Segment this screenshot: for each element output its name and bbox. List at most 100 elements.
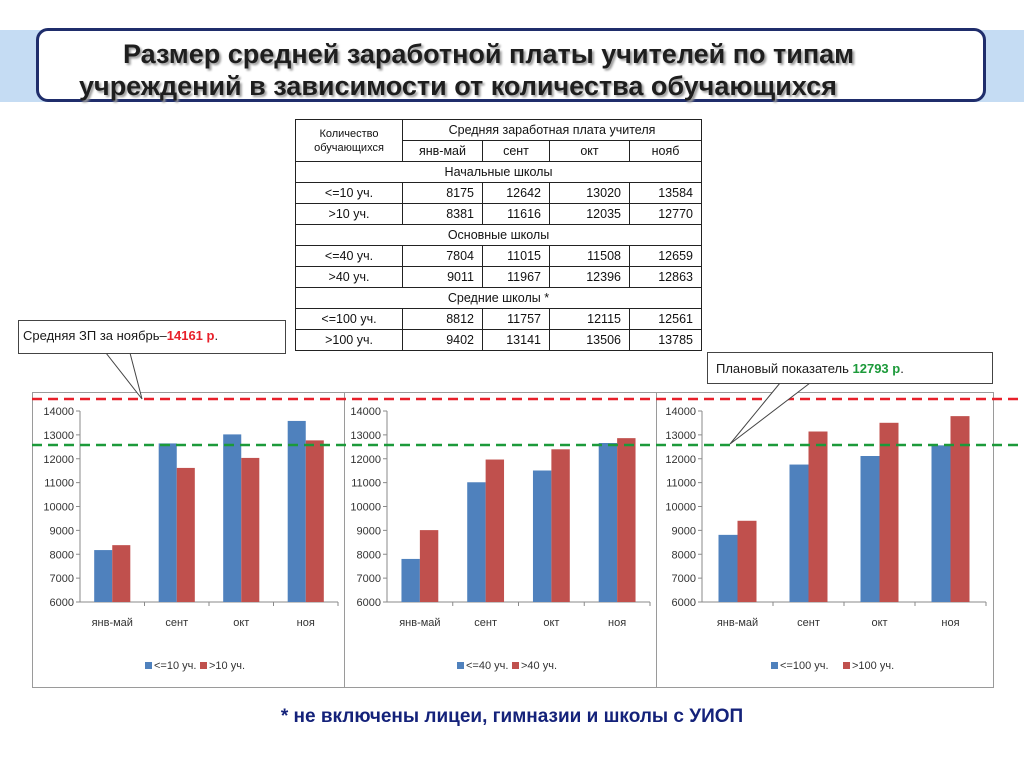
cell: 12561 xyxy=(629,308,702,330)
y-tick-label: 7000 xyxy=(50,573,74,585)
chart-panel-secondary: 6000 7000 8000 9000 10000 11000 12000 13000 1400… xyxy=(656,392,994,688)
bar-series-1 xyxy=(532,470,552,602)
bar-series-2 xyxy=(485,459,505,602)
chart-panel-basic: 6000 7000 8000 9000 10000 11000 12000 13000 1400… xyxy=(344,392,657,688)
chart-secondary-schools: 6000 7000 8000 9000 10000 11000 12000 13000 1400… xyxy=(665,406,987,672)
bar-series-2 xyxy=(176,467,195,602)
salary-table: Количество обучающихся Средняя заработна… xyxy=(295,119,702,351)
cell: 13506 xyxy=(549,329,630,351)
y-tick-label: 11000 xyxy=(351,478,381,490)
table-row: >10 уч. 8381 11616 12035 12770 xyxy=(295,203,702,225)
legend-swatch xyxy=(843,662,850,669)
legend-swatch xyxy=(200,662,207,669)
bar-series-1 xyxy=(718,534,738,602)
bar-series-1 xyxy=(860,456,880,602)
avg-callout-value: 14161 р xyxy=(166,328,215,343)
y-tick-label: 9000 xyxy=(357,525,381,537)
bar-series-2 xyxy=(419,530,439,602)
y-tick-label: 8000 xyxy=(357,549,381,561)
cell: 11015 xyxy=(482,245,550,267)
y-tick-label: 7000 xyxy=(672,573,696,585)
bar-series-1 xyxy=(931,445,951,602)
plan-callout-value: 12793 р xyxy=(852,361,901,376)
plan-callout-prefix: Плановый показатель xyxy=(716,361,853,376)
legend-swatch xyxy=(145,662,152,669)
cell: 13785 xyxy=(629,329,702,351)
title-line-1: Размер средней заработной платы учителей… xyxy=(123,39,855,69)
bar-series-2 xyxy=(808,431,828,602)
avg-callout-pointer xyxy=(104,352,143,400)
y-tick-label: 6000 xyxy=(357,597,381,609)
y-tick-label: 8000 xyxy=(50,549,74,561)
y-tick-label: 7000 xyxy=(357,573,381,585)
bar-series-2 xyxy=(879,422,899,602)
y-tick-label: 9000 xyxy=(672,525,696,537)
table-row: <=10 уч. 8175 12642 13020 13584 xyxy=(295,182,702,204)
avg-callout-suffix: . xyxy=(214,328,219,343)
x-tick-label: сент xyxy=(797,617,820,629)
cell: 13584 xyxy=(629,182,702,204)
chart-panel-primary: 6000 7000 8000 9000 10000 11000 12000 13000 1400… xyxy=(32,392,345,688)
legend-label: <=100 уч. xyxy=(780,660,829,672)
legend-label: <=40 уч. xyxy=(466,660,508,672)
legend-label: <=10 уч. xyxy=(154,660,196,672)
avg-salary-callout: Средняя ЗП за ноябрь–14161 р. xyxy=(18,320,286,354)
y-tick-label: 8000 xyxy=(672,549,696,561)
legend-label: >10 уч. xyxy=(209,660,245,672)
bar-series-2 xyxy=(112,545,131,602)
legend-label: >40 уч. xyxy=(521,660,557,672)
cell: 13141 xyxy=(482,329,550,351)
plan-callout-suffix: . xyxy=(900,361,904,376)
cell: 9402 xyxy=(402,329,483,351)
y-tick-label: 14000 xyxy=(665,406,696,418)
avg-callout-prefix: Средняя ЗП за ноябрь– xyxy=(23,328,167,343)
bar-series-2 xyxy=(950,416,970,602)
x-tick-label: окт xyxy=(543,617,559,629)
chart-basic-schools: 6000 7000 8000 9000 10000 11000 12000 13000 1400… xyxy=(350,406,651,672)
row-label: <=10 уч. xyxy=(295,182,403,204)
title-line-2: учреждений в зависимости от количества о… xyxy=(79,71,837,101)
y-tick-label: 6000 xyxy=(672,597,696,609)
y-tick-label: 12000 xyxy=(43,454,74,466)
bar-series-1 xyxy=(287,420,306,602)
bar-series-2 xyxy=(241,457,260,602)
x-tick-label: ноя xyxy=(941,617,959,629)
y-tick-label: 10000 xyxy=(43,502,74,514)
table-row: >100 уч. 9402 13141 13506 13785 xyxy=(295,329,702,351)
y-tick-label: 14000 xyxy=(43,406,74,418)
x-tick-label: сент xyxy=(474,617,497,629)
bar-series-2 xyxy=(617,438,636,602)
x-tick-label: янв-май xyxy=(399,617,440,629)
chart-primary-schools: 6000 7000 8000 9000 10000 11000 12000 13000 1400… xyxy=(43,406,339,672)
legend-swatch xyxy=(771,662,778,669)
bar-series-2 xyxy=(737,520,757,602)
bar-series-1 xyxy=(789,464,809,602)
x-tick-label: янв-май xyxy=(92,617,133,629)
title-box: Размер средней заработной платы учителей… xyxy=(36,28,986,102)
y-tick-label: 12000 xyxy=(665,454,696,466)
header-month: окт xyxy=(549,140,630,162)
bar-series-1 xyxy=(467,482,486,602)
bar-series-1 xyxy=(598,443,618,602)
y-tick-label: 13000 xyxy=(43,430,74,442)
bar-series-2 xyxy=(551,449,570,602)
x-tick-label: сент xyxy=(165,617,188,629)
cell: 7804 xyxy=(402,245,483,267)
plan-callout: Плановый показатель 12793 р. xyxy=(707,352,993,384)
cell: 12035 xyxy=(549,203,630,225)
bar-series-1 xyxy=(223,434,242,602)
plan-callout-pointer xyxy=(729,382,812,445)
row-label: >40 уч. xyxy=(295,266,403,288)
x-tick-label: ноя xyxy=(608,617,626,629)
cell: 12659 xyxy=(629,245,702,267)
cell: 12115 xyxy=(549,308,630,330)
bar-series-1 xyxy=(401,558,420,602)
x-tick-label: окт xyxy=(871,617,887,629)
row-label: <=40 уч. xyxy=(295,245,403,267)
y-tick-label: 12000 xyxy=(350,454,381,466)
bar-series-2 xyxy=(305,440,324,602)
x-tick-label: янв-май xyxy=(717,617,758,629)
table-row: <=40 уч. 7804 11015 11508 12659 xyxy=(295,245,702,267)
y-tick-label: 9000 xyxy=(50,525,74,537)
